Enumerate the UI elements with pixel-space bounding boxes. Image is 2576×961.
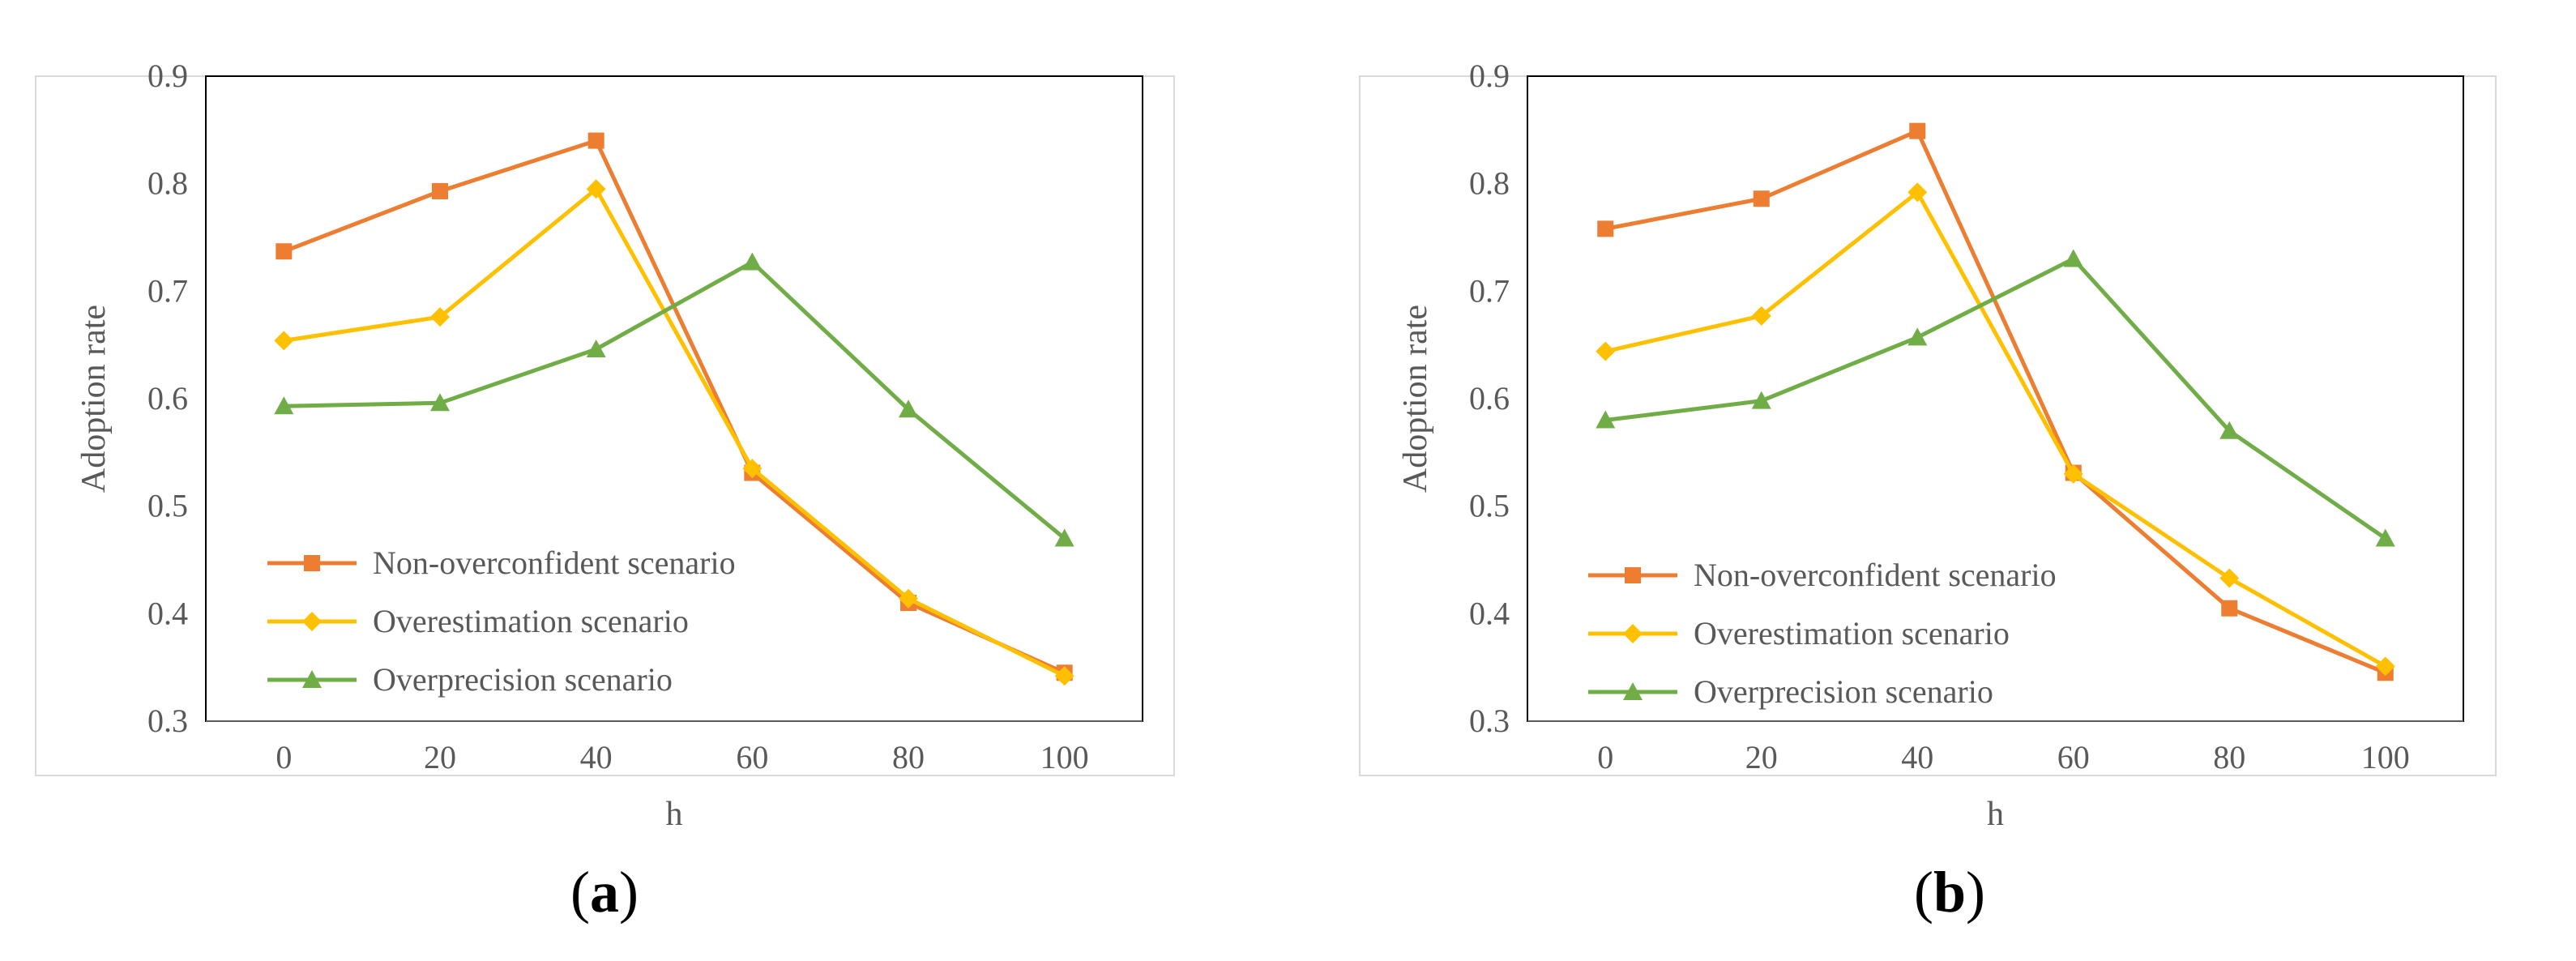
- data-point-series-2: [2219, 568, 2240, 588]
- data-point-series-2: [2063, 463, 2083, 484]
- data-point-series-2: [274, 331, 294, 351]
- y-tick-label: 0.7: [1469, 272, 1510, 309]
- data-point-series-1: [1597, 220, 1614, 237]
- series-line-2: [283, 186, 1066, 678]
- data-point-series-3: [586, 339, 606, 357]
- y-tick-label: 0.8: [1469, 165, 1510, 202]
- x-tick-label: 40: [1901, 739, 1933, 775]
- x-tick-label: 0: [1597, 739, 1613, 775]
- x-axis-title: h: [666, 796, 683, 833]
- panel-label-letter: b: [1933, 860, 1966, 925]
- data-point-series-1: [432, 182, 448, 199]
- panel-label-open: (: [1914, 860, 1933, 925]
- legend-label-1: Non-overconfident scenario: [1694, 557, 2057, 593]
- y-tick-label: 0.5: [1469, 488, 1510, 524]
- data-point-series-3: [1751, 391, 1771, 409]
- y-tick-label: 0.5: [147, 488, 188, 524]
- panel-label-letter: a: [590, 860, 619, 925]
- x-tick-label: 0: [276, 739, 292, 775]
- data-point-series-2: [2375, 656, 2395, 677]
- data-point-series-3: [742, 252, 763, 271]
- y-tick-label: 0.9: [147, 58, 188, 94]
- data-point-series-3: [274, 396, 294, 415]
- legend-label-2: Overestimation scenario: [1694, 615, 2010, 651]
- legend-marker-2: [1623, 624, 1643, 643]
- data-point-series-3: [2219, 421, 2240, 439]
- data-point-series-1: [1909, 122, 1926, 139]
- legend-label-1: Non-overconfident scenario: [373, 545, 736, 581]
- data-point-series-2: [586, 179, 606, 199]
- legend-marker-1: [304, 555, 320, 571]
- y-tick-label: 0.6: [1469, 380, 1510, 416]
- chart-panel-a: 0.3 0.4 0.5 0.6 0.7 0.8 0.9 0 20 40 60 80 100 h Adopti…: [35, 58, 1175, 925]
- y-tick-label: 0.9: [1469, 58, 1510, 94]
- y-tick-label: 0.3: [1469, 703, 1510, 739]
- data-point-series-2: [742, 459, 763, 479]
- legend-marker-3: [1623, 682, 1643, 700]
- series-line-3: [1604, 257, 2387, 540]
- x-tick-label: 100: [1040, 739, 1089, 775]
- chart-frame: [1359, 75, 2497, 776]
- series-line-3: [284, 260, 1066, 540]
- x-tick-label: 100: [2361, 739, 2410, 775]
- data-point-series-3: [899, 399, 918, 418]
- y-tick-label: 0.7: [147, 272, 188, 309]
- data-point-series-2: [430, 307, 450, 327]
- data-point-series-2: [1054, 666, 1074, 686]
- x-tick-label: 80: [892, 739, 925, 775]
- x-tick-label: 40: [580, 739, 613, 775]
- x-tick-label: 60: [2057, 739, 2090, 775]
- data-point-series-2: [1751, 305, 1771, 326]
- y-tick-label: 0.4: [147, 595, 188, 631]
- y-tick-label: 0.6: [147, 380, 188, 416]
- data-point-series-1: [587, 132, 604, 149]
- y-axis-title: Adoption rate: [1397, 305, 1434, 493]
- legend-label-3: Overprecision scenario: [373, 661, 673, 698]
- data-point-series-1: [276, 243, 293, 260]
- data-point-series-3: [430, 393, 450, 412]
- series-line-1: [1604, 129, 2386, 675]
- legend-label-2: Overestimation scenario: [373, 603, 689, 639]
- panel-label-close: ): [619, 860, 639, 925]
- panel-label-close: ): [1966, 860, 1985, 925]
- data-point-series-3: [2375, 528, 2395, 547]
- panel-label: (a): [570, 860, 639, 925]
- legend-marker-1: [1625, 567, 1641, 583]
- x-axis-title: h: [1987, 796, 2004, 833]
- x-tick-label: 20: [1745, 739, 1778, 775]
- data-point-series-2: [1907, 182, 1928, 203]
- x-tick-label: 80: [2213, 739, 2245, 775]
- data-point-series-3: [1596, 410, 1616, 429]
- x-tick-label: 60: [736, 739, 768, 775]
- data-point-series-3: [2063, 249, 2083, 267]
- data-point-series-3: [1054, 528, 1074, 547]
- chart-panel-b: 0.3 0.4 0.5 0.6 0.7 0.8 0.9 0 20 40 60 80 100 h Adopti…: [1359, 58, 2497, 925]
- series-line-2: [1604, 190, 2386, 668]
- legend-marker-3: [302, 670, 322, 688]
- legend-label-3: Overprecision scenario: [1694, 673, 1993, 710]
- y-tick-label: 0.4: [1469, 595, 1510, 631]
- series-line-1: [283, 139, 1066, 675]
- data-point-series-3: [1907, 327, 1928, 346]
- data-point-series-2: [1596, 341, 1616, 361]
- legend-marker-2: [302, 612, 322, 631]
- panel-label-open: (: [570, 860, 590, 925]
- panel-label: (b): [1914, 860, 1985, 925]
- data-point-series-2: [899, 588, 918, 609]
- x-tick-label: 20: [424, 739, 456, 775]
- y-tick-label: 0.3: [147, 703, 188, 739]
- data-point-series-1: [2221, 600, 2238, 617]
- y-axis-title: Adoption rate: [75, 305, 113, 493]
- data-point-series-1: [1753, 190, 1770, 207]
- y-tick-label: 0.8: [147, 165, 188, 202]
